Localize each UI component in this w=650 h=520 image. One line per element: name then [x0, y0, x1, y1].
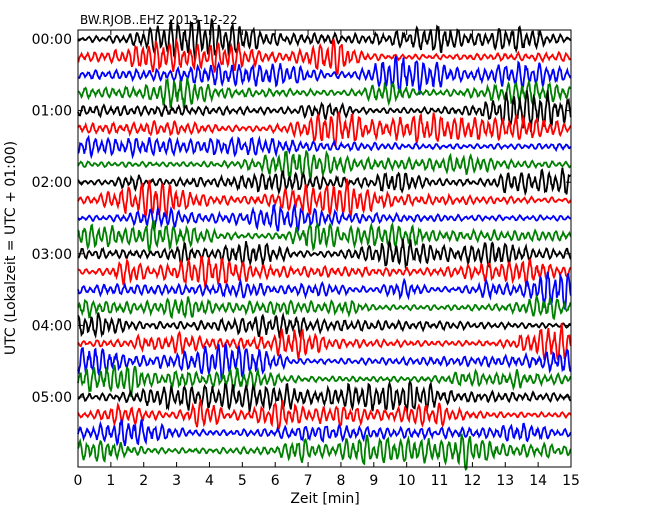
x-tick-label: 4 — [205, 473, 214, 489]
y-tick-label: 05:00 — [32, 390, 72, 406]
trace-row-22 — [77, 398, 572, 431]
x-axis: 0 1 2 3 4 5 6 7 8 9 10 11 12 13 14 15 — [74, 30, 580, 489]
y-tick-label: 01:00 — [32, 104, 72, 120]
trace-row-3 — [77, 54, 572, 95]
trace-row-20 — [77, 364, 572, 398]
x-tick-label: 7 — [304, 473, 313, 489]
trace-row-11 — [77, 203, 572, 235]
x-tick-label: 13 — [496, 473, 514, 489]
x-tick-label: 9 — [369, 473, 378, 489]
x-tick-label: 11 — [431, 473, 449, 489]
y-tick-label: 00:00 — [32, 32, 72, 48]
trace-row-9 — [77, 167, 572, 197]
y-axis-label: UTC (Lokalzeit = UTC + 01:00) — [3, 141, 19, 355]
trace-row-13 — [77, 238, 572, 270]
trace-row-5 — [77, 90, 572, 132]
y-tick-label: 02:00 — [32, 175, 72, 191]
plot-frame — [77, 29, 572, 468]
trace-row-14 — [77, 255, 572, 290]
x-tick-label: 5 — [238, 473, 247, 489]
trace-row-23 — [77, 419, 572, 447]
trace-row-10 — [77, 178, 572, 220]
trace-row-4 — [77, 76, 572, 108]
x-tick-label: 8 — [336, 473, 345, 489]
trace-group — [77, 18, 572, 471]
trace-row-24 — [77, 433, 572, 471]
x-tick-label: 10 — [398, 473, 416, 489]
trace-row-18 — [77, 322, 572, 363]
x-tick-label: 12 — [463, 473, 481, 489]
trace-row-15 — [77, 271, 572, 310]
trace-row-8 — [77, 150, 572, 180]
trace-row-2 — [77, 38, 572, 76]
y-tick-label: 03:00 — [32, 247, 72, 263]
trace-row-12 — [77, 219, 572, 253]
trace-row-16 — [77, 294, 572, 321]
chart-title: BW.RJOB..EHZ 2013-12-22 — [80, 13, 238, 27]
x-tick-label: 6 — [271, 473, 280, 489]
x-tick-label: 3 — [172, 473, 181, 489]
trace-row-19 — [77, 343, 572, 381]
trace-row-6 — [77, 111, 572, 147]
x-tick-label: 0 — [74, 473, 83, 489]
trace-row-7 — [77, 134, 572, 160]
x-tick-label: 1 — [106, 473, 115, 489]
trace-row-1 — [77, 18, 572, 63]
trace-row-21 — [77, 380, 572, 413]
x-axis-label: Zeit [min] — [290, 491, 359, 507]
x-tick-label: 15 — [562, 473, 580, 489]
x-tick-label: 2 — [139, 473, 148, 489]
x-tick-label: 14 — [529, 473, 547, 489]
y-axis: 00:00 01:00 02:00 03:00 04:00 05:00 — [32, 32, 571, 406]
trace-row-17 — [77, 311, 571, 340]
y-tick-label: 04:00 — [32, 318, 72, 334]
